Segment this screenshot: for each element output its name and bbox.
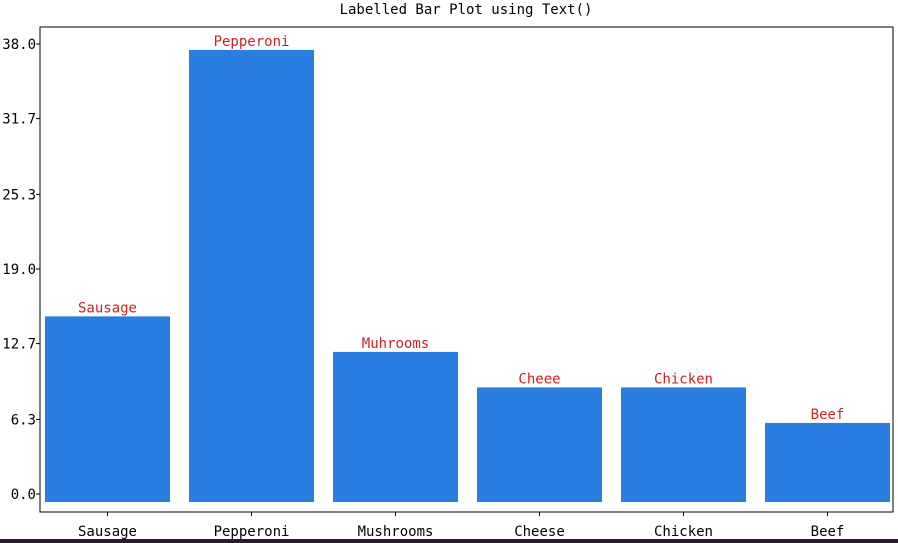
- bar-data-label: Beef: [811, 407, 845, 423]
- bar-mushrooms: [333, 351, 458, 502]
- chart-title: Labelled Bar Plot using Text(): [340, 2, 593, 18]
- y-tick-label: 19.0: [2, 262, 36, 278]
- x-tick-label: Pepperoni: [214, 524, 290, 540]
- x-tick-label: Beef: [811, 524, 845, 540]
- y-tick-label: 12.7: [2, 337, 36, 353]
- bar-sausage: [45, 316, 170, 502]
- bar-data-label: Cheee: [518, 371, 560, 387]
- y-axis: 0.0 6.3 12.7 19.0 25.3 31.7 38.0: [2, 37, 40, 503]
- y-tick-label: 6.3: [11, 412, 36, 428]
- bar-data-label: Sausage: [78, 300, 137, 316]
- bar-chicken: [621, 387, 746, 502]
- bar-beef: [765, 422, 890, 502]
- x-tick-label: Mushrooms: [358, 524, 434, 540]
- bar-data-label: Chicken: [654, 371, 713, 387]
- bar-cheese: [477, 387, 602, 502]
- bars: [45, 49, 890, 502]
- y-tick-label: 0.0: [11, 487, 36, 503]
- x-tick-label: Cheese: [514, 524, 565, 540]
- x-axis: Sausage Pepperoni Mushrooms Cheese Chicken Be…: [78, 512, 844, 540]
- y-tick-label: 38.0: [2, 37, 36, 53]
- x-tick-label: Sausage: [78, 524, 137, 540]
- bottom-edge-bar: [0, 539, 898, 543]
- bar-data-labels: Sausage Pepperoni Muhrooms Cheee Chicken Beef: [78, 34, 844, 423]
- bar-pepperoni: [189, 49, 314, 502]
- bar-data-label: Pepperoni: [214, 34, 290, 50]
- y-tick-label: 25.3: [2, 187, 36, 203]
- bar-data-label: Muhrooms: [362, 336, 429, 352]
- y-tick-label: 31.7: [2, 112, 36, 128]
- x-tick-label: Chicken: [654, 524, 713, 540]
